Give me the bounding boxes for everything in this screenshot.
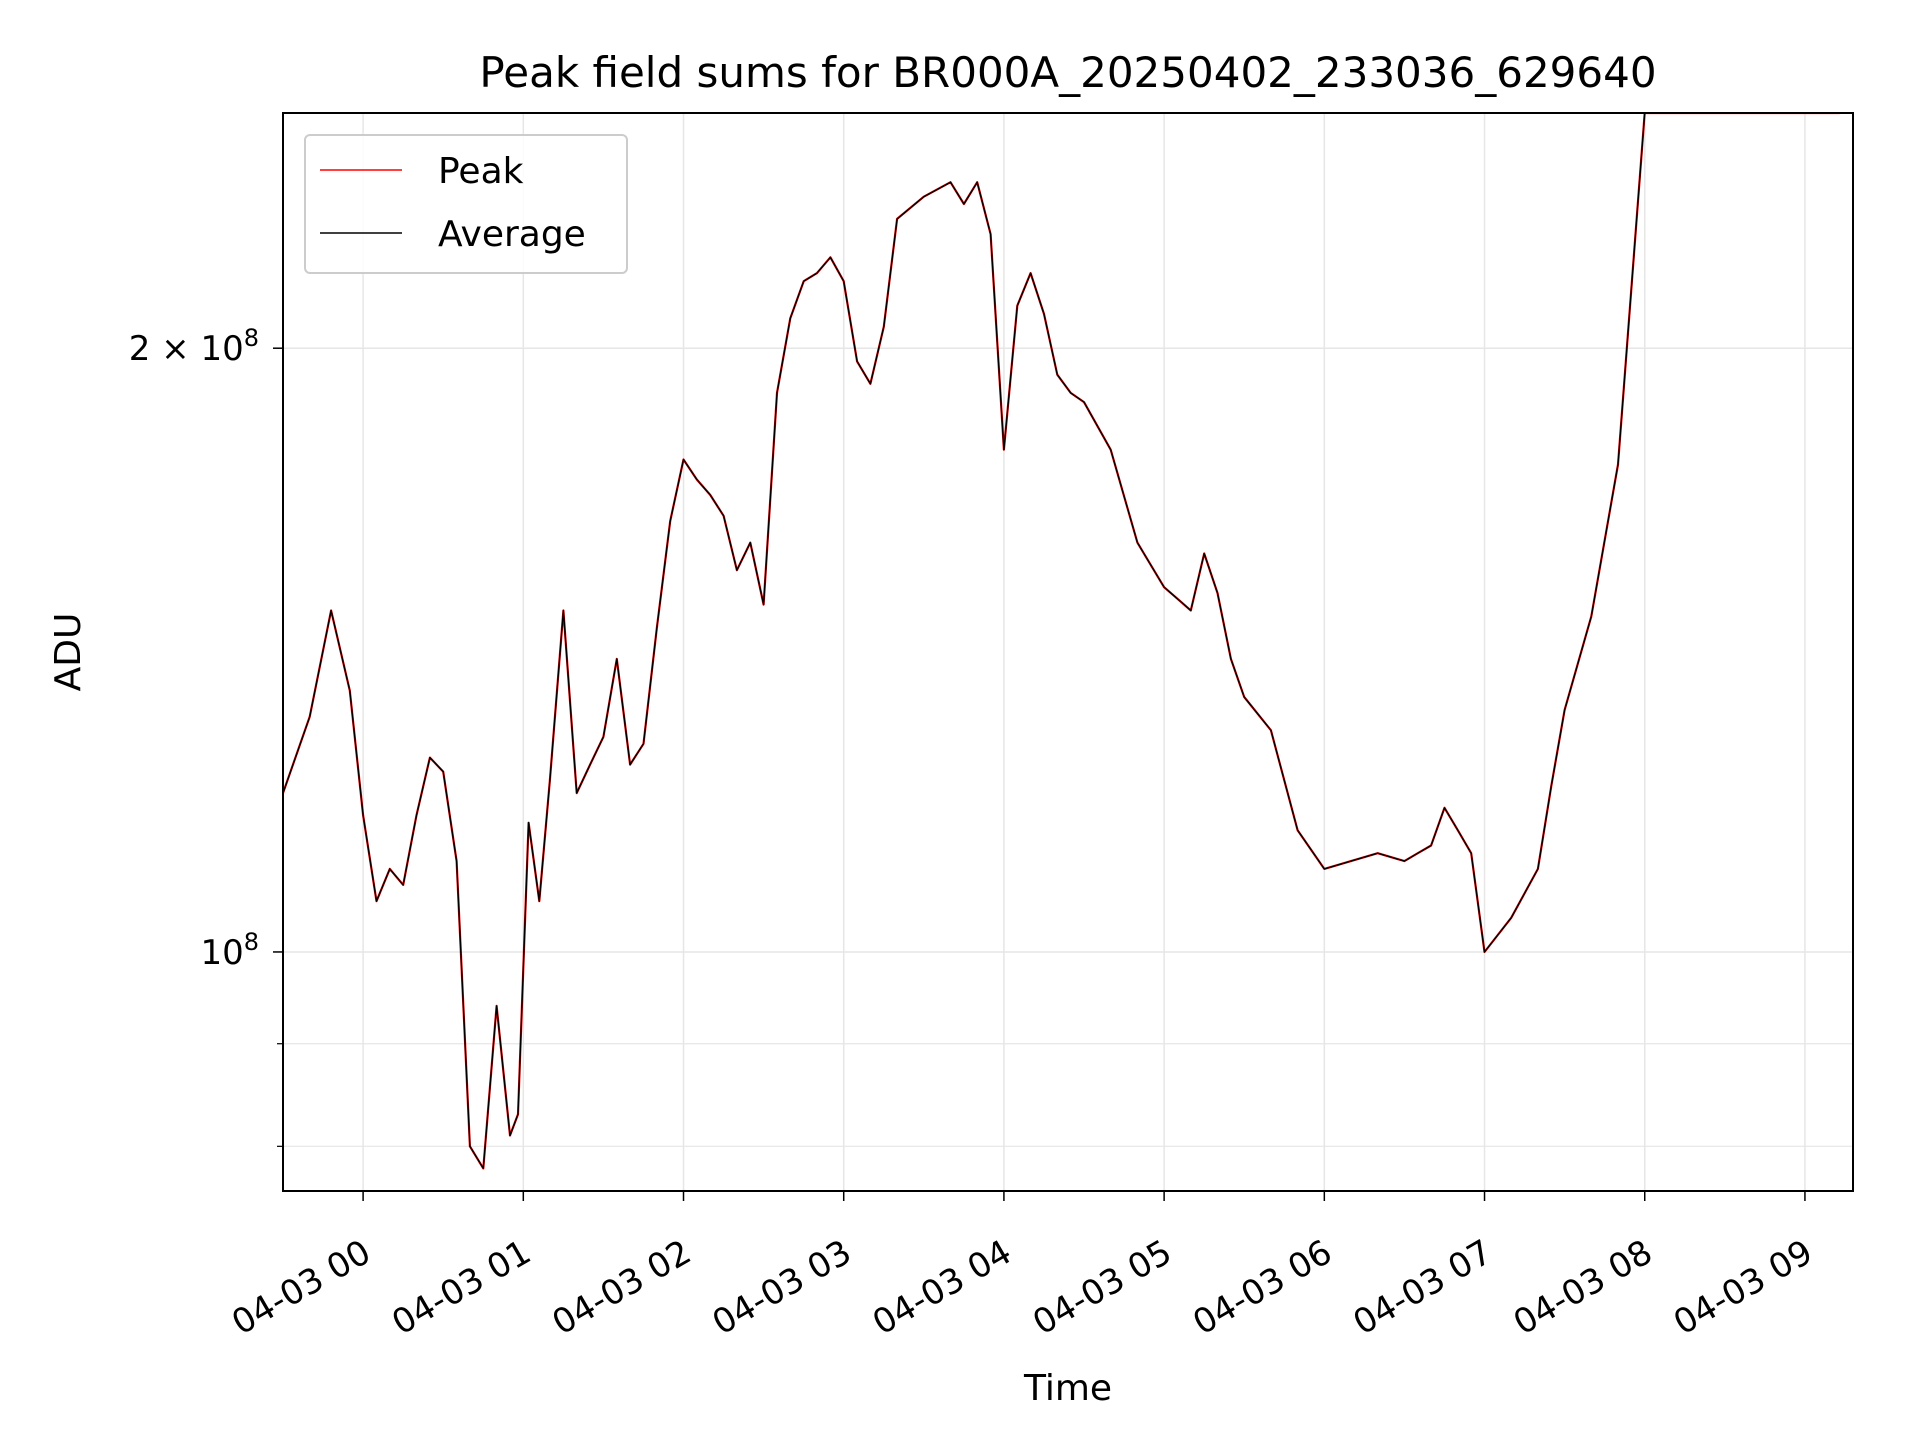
y-tick-label: 108 [200, 928, 259, 973]
y-tick-label: 2 × 108 [129, 324, 259, 369]
series-layer [283, 113, 1840, 1170]
y-axis-label: ADU [48, 613, 89, 692]
grid [283, 113, 1853, 1191]
chart-title: Peak field sums for BR000A_20250402_2330… [479, 48, 1656, 97]
x-axis-label: Time [1023, 1368, 1112, 1409]
legend-label-peak: Peak [438, 151, 524, 192]
plot-frame [282, 112, 1854, 1192]
legend-label-average: Average [438, 214, 586, 255]
series-line-average [283, 113, 1840, 1170]
y-axis: 108 2 × 108 [129, 324, 283, 1147]
legend: Peak Average [304, 134, 628, 274]
